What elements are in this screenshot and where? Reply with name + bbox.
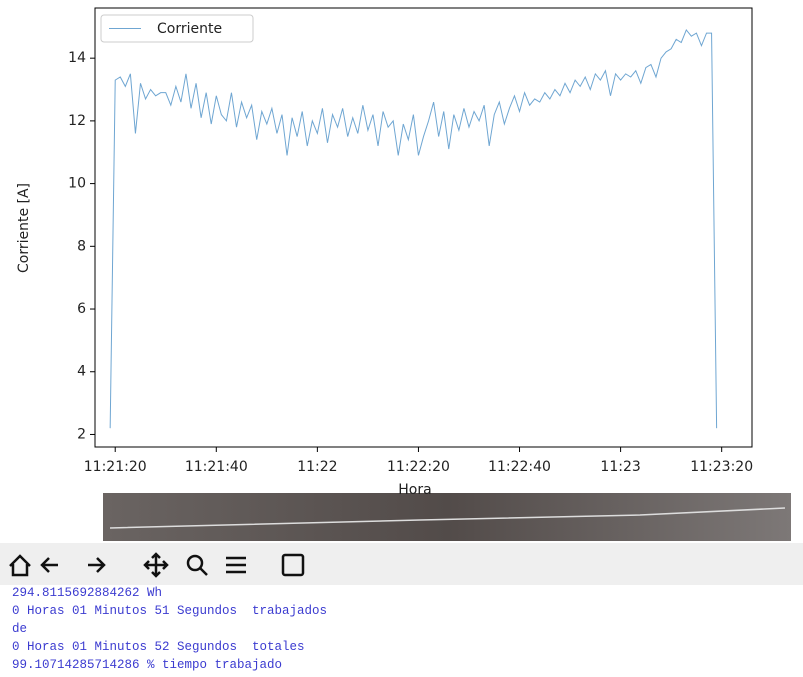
x-tick-label: 11:22:40 [488, 459, 551, 475]
console-line: 0 Horas 01 Minutos 52 Segundos totales [12, 640, 305, 654]
photo-strip [103, 493, 791, 541]
toolbar [0, 543, 803, 585]
x-tick-label: 11:23:20 [690, 459, 753, 475]
photo-strip-edge [109, 507, 786, 529]
y-tick-label: 2 [77, 426, 86, 442]
y-tick-label: 10 [68, 176, 86, 192]
x-tick-label: 11:23 [600, 459, 640, 475]
y-tick-label: 14 [68, 50, 86, 66]
y-axis-label: Corriente [A] [16, 183, 32, 273]
x-tick-label: 11:21:40 [185, 459, 248, 475]
plot-frame [94, 7, 753, 448]
y-tick-label: 4 [77, 364, 86, 380]
x-tick-label: 11:21:20 [84, 459, 147, 475]
console-line: de [12, 622, 28, 636]
y-tick-label: 12 [68, 113, 86, 129]
pan-button[interactable] [143, 552, 169, 578]
console-line: 0 Horas 01 Minutos 51 Segundos trabajado… [12, 604, 328, 618]
x-tick-label: 11:22:20 [387, 459, 450, 475]
series-line [109, 28, 718, 429]
legend-box [100, 14, 254, 43]
toolbar-icons [9, 552, 305, 578]
figure: Hora Corriente [A] 2 4 6 8 10 12 14 11:21:20 11:… [0, 7, 803, 585]
console-line: 294.8115692884262 Wh [12, 586, 163, 600]
x-tick-label: 11:22 [297, 459, 337, 475]
home-button[interactable] [9, 554, 31, 577]
x-axis-label: Hora [398, 482, 431, 498]
console-output: 294.8115692884262 Wh 0 Horas 01 Minutos 5… [12, 584, 327, 674]
console-line: 99.10714285714286 % tiempo trabajado [12, 658, 283, 672]
forward-button[interactable] [88, 557, 106, 573]
save-button[interactable] [281, 553, 305, 577]
back-button[interactable] [40, 557, 58, 573]
legend-label: Corriente [157, 21, 222, 37]
y-tick-label: 8 [77, 238, 86, 254]
configure-button[interactable] [226, 556, 246, 574]
y-tick-label: 6 [77, 301, 86, 317]
zoom-button[interactable] [186, 554, 204, 572]
